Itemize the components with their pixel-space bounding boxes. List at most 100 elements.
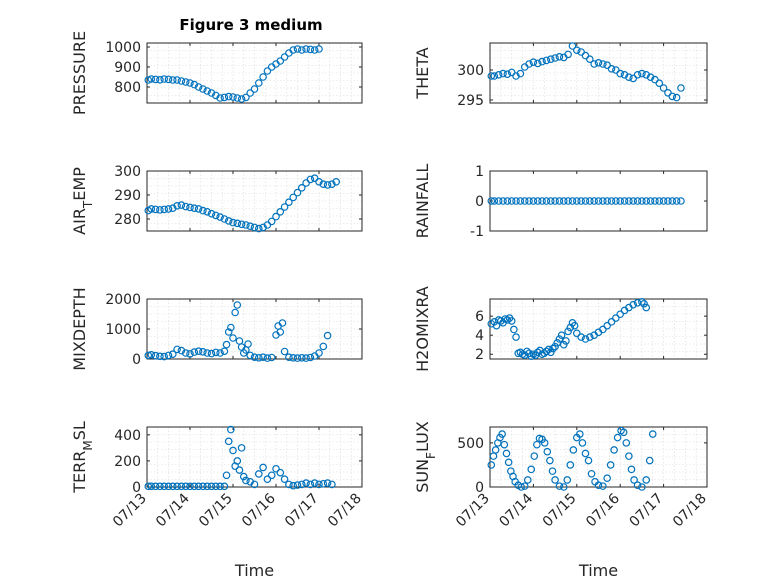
data-point	[203, 349, 212, 357]
data-point	[319, 342, 328, 351]
axes-frame	[146, 42, 363, 104]
y-tick-label: 295	[457, 93, 484, 109]
data-point	[250, 353, 259, 362]
data-point	[233, 301, 242, 309]
x-tick-label: 07/13	[453, 491, 493, 531]
data-point	[572, 329, 581, 338]
data-point	[487, 72, 496, 80]
data-point	[190, 204, 199, 213]
data-point	[199, 482, 207, 491]
data-point	[263, 475, 272, 483]
data-point	[173, 76, 181, 84]
axes-frame	[489, 298, 708, 360]
data-series	[144, 301, 332, 362]
data-point	[237, 444, 246, 452]
data-point	[156, 482, 164, 491]
data-point	[242, 93, 250, 102]
data-point	[555, 335, 564, 343]
data-point	[551, 342, 559, 351]
data-point	[533, 59, 542, 68]
data-point	[147, 75, 156, 83]
data-point	[224, 437, 233, 446]
data-point	[194, 83, 203, 91]
data-point	[250, 85, 259, 93]
data-point	[216, 482, 224, 491]
data-point	[181, 78, 190, 86]
data-point	[638, 69, 646, 78]
data-point	[584, 456, 593, 465]
data-point	[557, 331, 566, 339]
data-point	[599, 325, 607, 334]
data-point	[638, 197, 646, 205]
data-point	[207, 209, 216, 218]
y-tick-label: 0	[132, 480, 141, 496]
y-tick-label: 2000	[105, 292, 141, 308]
data-point	[319, 180, 328, 189]
data-point	[186, 203, 194, 212]
data-point	[259, 463, 267, 472]
data-point	[220, 482, 229, 491]
data-point	[297, 184, 306, 192]
data-point	[633, 71, 642, 79]
data-point	[173, 202, 181, 210]
data-point	[306, 45, 315, 54]
data-point	[323, 479, 332, 487]
data-point	[638, 483, 646, 491]
data-point	[332, 178, 341, 186]
data-point	[490, 72, 499, 80]
data-series	[487, 197, 685, 205]
data-point	[199, 347, 207, 356]
data-point	[625, 197, 633, 205]
data-point	[250, 223, 259, 232]
data-point	[237, 220, 246, 229]
data-point	[546, 348, 555, 357]
x-axis-label: Time	[234, 561, 274, 580]
data-point	[242, 476, 250, 485]
data-point	[538, 57, 546, 66]
y-tick-label: 1	[475, 164, 484, 180]
data-point	[630, 476, 638, 484]
data-point	[577, 197, 585, 205]
data-point	[276, 468, 285, 477]
data-point	[525, 197, 533, 205]
data-point	[181, 349, 190, 357]
x-tick-label: 07/15	[540, 491, 580, 531]
x-tick-label: 07/14	[153, 490, 193, 530]
data-point	[212, 348, 220, 357]
data-point	[235, 466, 244, 474]
data-point	[164, 205, 173, 213]
data-point	[216, 94, 224, 102]
data-point	[564, 50, 572, 59]
data-series	[487, 42, 685, 102]
data-point	[285, 480, 293, 489]
data-point	[293, 354, 302, 362]
data-point	[564, 327, 572, 336]
data-point	[199, 85, 207, 93]
data-point	[622, 439, 631, 447]
data-point	[668, 92, 677, 101]
data-point	[315, 480, 323, 489]
data-point	[229, 334, 237, 342]
y-axis-label: H2OMIXRA	[413, 286, 432, 372]
data-point	[581, 449, 590, 458]
data-point	[207, 482, 216, 491]
data-point	[220, 215, 229, 223]
data-point	[302, 45, 310, 53]
data-point	[267, 471, 276, 480]
data-point	[559, 197, 568, 205]
subplot-rainfall: -1 0 1 RAINFALL	[413, 164, 708, 240]
data-point	[207, 89, 216, 97]
data-point	[259, 353, 267, 362]
data-point	[229, 93, 237, 101]
data-point	[546, 456, 554, 465]
data-point	[160, 75, 169, 83]
data-point	[659, 84, 668, 92]
data-point	[224, 217, 233, 225]
data-point	[244, 340, 252, 348]
data-point	[203, 208, 212, 216]
data-point	[280, 203, 289, 211]
data-point	[151, 351, 160, 360]
data-point	[242, 221, 250, 229]
data-point	[297, 353, 306, 362]
data-point	[220, 93, 229, 102]
